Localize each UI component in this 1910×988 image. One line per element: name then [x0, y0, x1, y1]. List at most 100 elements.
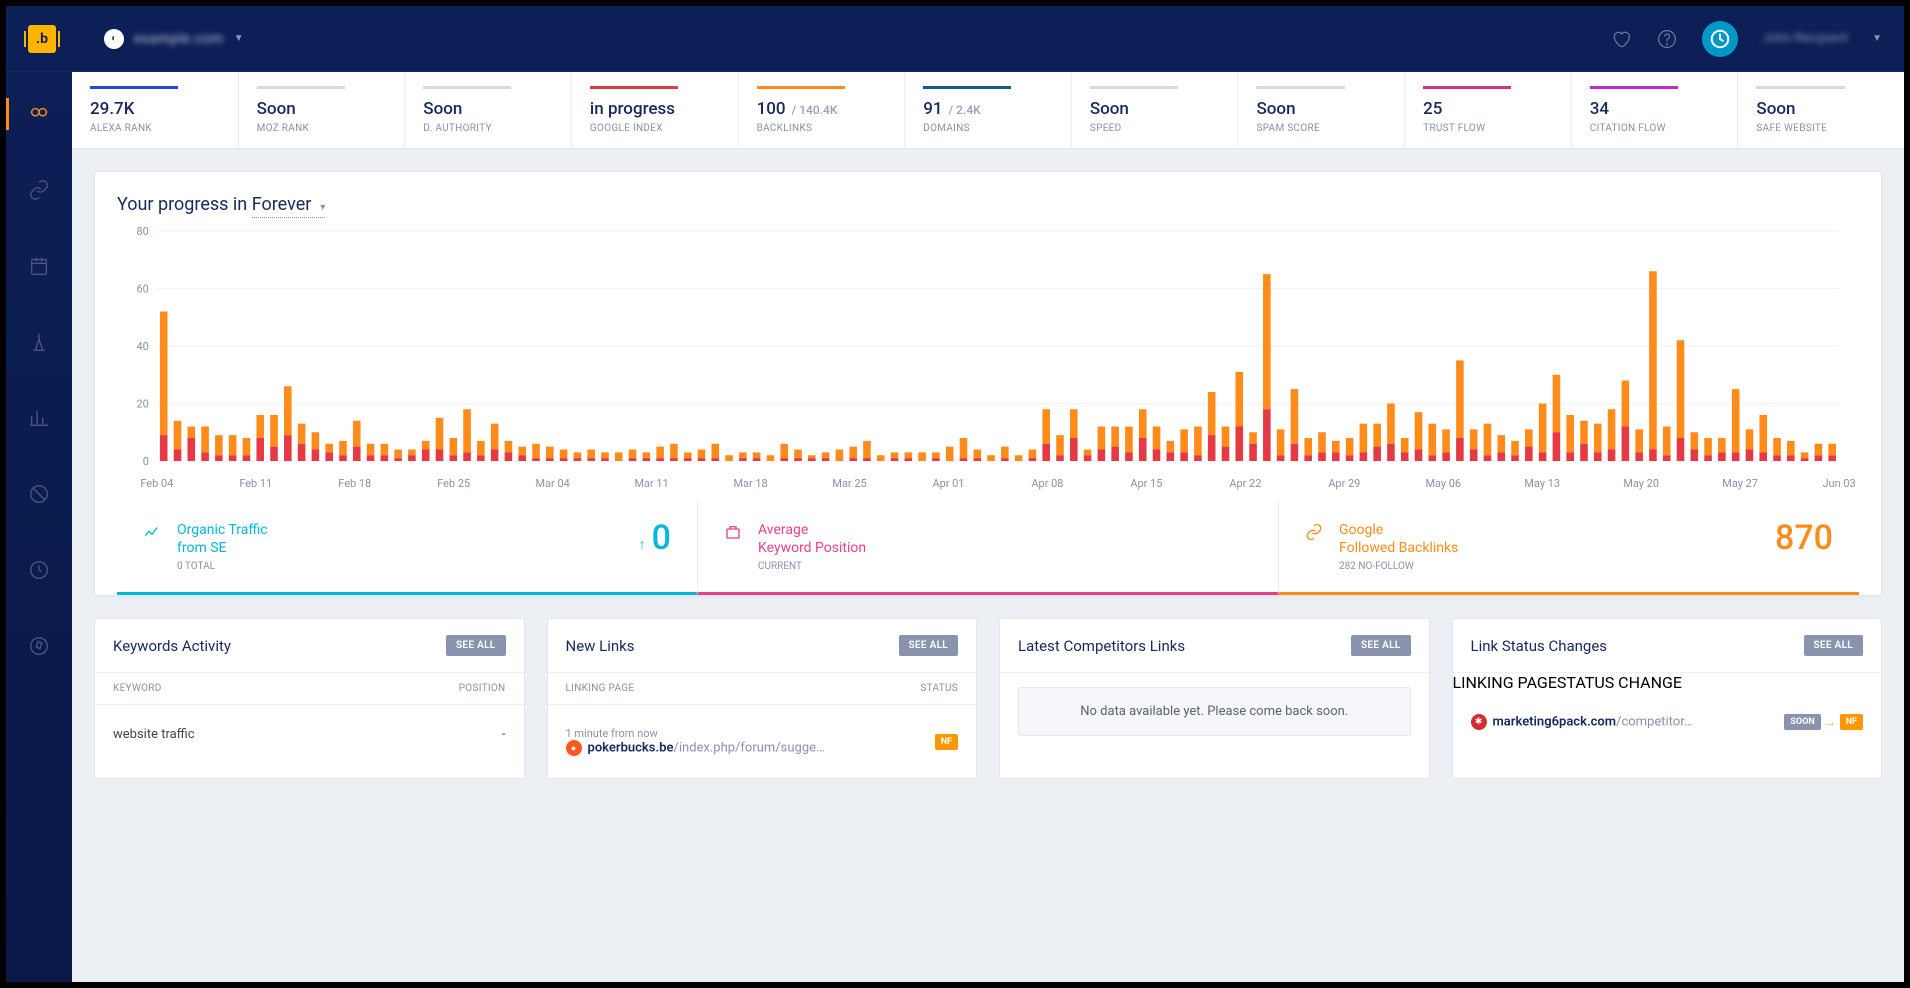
metric-bar: [257, 86, 345, 89]
progress-title-prefix: Your progress in: [117, 194, 252, 215]
sidebar-item-lab[interactable]: [6, 320, 72, 364]
svg-text:Apr 22: Apr 22: [1229, 477, 1261, 490]
status-row[interactable]: ✱marketing6pack.com/competitor… SOON → N…: [1471, 706, 1864, 738]
site-name: example.com: [134, 31, 224, 47]
svg-text:Mar 18: Mar 18: [733, 477, 767, 490]
metric-card[interactable]: 34 CITATION FLOW: [1572, 72, 1739, 148]
metric-card[interactable]: 100 / 140.4K BACKLINKS: [739, 72, 906, 148]
summary-icon: [143, 523, 163, 543]
keywords-card: Keywords Activity SEE ALL KEYWORDPOSITIO…: [94, 618, 525, 779]
see-all-button[interactable]: SEE ALL: [899, 635, 958, 656]
logo[interactable]: .b: [28, 25, 56, 53]
link-favicon: ●: [566, 740, 582, 756]
summary-icon: [1305, 523, 1325, 543]
svg-text:Jun 03: Jun 03: [1823, 477, 1856, 490]
metric-bar: [90, 86, 178, 89]
metric-card[interactable]: Soon SAFE WEBSITE: [1738, 72, 1904, 148]
sidebar-item-history[interactable]: [6, 548, 72, 592]
summary-title: Organic Trafficfrom SE: [177, 521, 268, 557]
metric-value: 34: [1590, 99, 1720, 119]
col-status: STATUS: [920, 683, 958, 694]
link-favicon: ✱: [1471, 714, 1487, 730]
summary-orange[interactable]: GoogleFollowed Backlinks 282 NO-FOLLOW 8…: [1279, 501, 1859, 595]
metric-bar: [757, 86, 845, 89]
summary-cyan[interactable]: Organic Trafficfrom SE 0 TOTAL ↑0: [117, 501, 698, 595]
metric-bar: [923, 86, 1011, 89]
card-title: New Links: [566, 637, 635, 655]
site-selector[interactable]: ◐ example.com ▼: [104, 29, 244, 49]
main-content: 29.7K ALEXA RANK Soon MOZ RANK Soon D. A…: [72, 72, 1904, 982]
summary-row: Organic Trafficfrom SE 0 TOTAL ↑0 Averag…: [117, 501, 1859, 595]
site-dot-icon: ◐: [104, 29, 124, 49]
metric-label: ALEXA RANK: [90, 123, 220, 134]
metric-card[interactable]: Soon SPAM SCORE: [1238, 72, 1405, 148]
metric-bar: [423, 86, 511, 89]
sidebar-item-explore[interactable]: [6, 624, 72, 668]
newlinks-card: New Links SEE ALL LINKING PAGE STATUS 1 m…: [547, 618, 978, 779]
metric-bar: [1423, 86, 1511, 89]
sidebar-item-dashboard[interactable]: [6, 92, 72, 136]
favorite-icon[interactable]: [1610, 28, 1632, 50]
svg-text:Apr 15: Apr 15: [1130, 477, 1162, 490]
sidebar-item-stats[interactable]: [6, 396, 72, 440]
metric-value: 25: [1423, 99, 1553, 119]
chevron-down-icon: ▾: [320, 202, 325, 213]
metric-value: in progress: [590, 99, 720, 119]
card-title: Link Status Changes: [1471, 637, 1608, 655]
metric-card[interactable]: 25 TRUST FLOW: [1405, 72, 1572, 148]
svg-text:40: 40: [137, 340, 149, 353]
user-avatar[interactable]: [1702, 21, 1738, 57]
metric-label: GOOGLE INDEX: [590, 123, 720, 134]
svg-text:Feb 25: Feb 25: [437, 477, 470, 490]
metric-label: TRUST FLOW: [1423, 123, 1553, 134]
link-path: /competitor…: [1616, 715, 1692, 730]
summary-value: ↑0: [639, 521, 671, 555]
summary-sub: CURRENT: [758, 561, 866, 572]
link-row[interactable]: 1 minute from now ●pokerbucks.be/index.p…: [566, 719, 959, 764]
metric-card[interactable]: Soon D. AUTHORITY: [405, 72, 572, 148]
svg-text:Apr 08: Apr 08: [1031, 477, 1063, 490]
user-chevron-icon[interactable]: ▼: [1872, 33, 1882, 44]
competitors-card: Latest Competitors Links SEE ALL No data…: [999, 618, 1430, 779]
metric-label: SPEED: [1090, 123, 1220, 134]
sidebar-item-calendar[interactable]: [6, 244, 72, 288]
summary-title: AverageKeyword Position: [758, 521, 866, 557]
progress-panel: Your progress in Forever ▾ 020406080Feb …: [94, 171, 1882, 596]
sidebar-item-links[interactable]: [6, 168, 72, 212]
svg-text:0: 0: [143, 455, 149, 468]
metric-card[interactable]: in progress GOOGLE INDEX: [572, 72, 739, 148]
keyword-row[interactable]: website traffic -: [113, 719, 506, 750]
svg-text:Apr 29: Apr 29: [1328, 477, 1360, 490]
help-icon[interactable]: [1656, 28, 1678, 50]
svg-text:Apr 01: Apr 01: [932, 477, 964, 490]
metric-value: Soon: [1756, 99, 1886, 119]
svg-text:May 27: May 27: [1722, 477, 1758, 490]
topbar: .b ◐ example.com ▼ John Recipient ▼: [6, 6, 1904, 72]
metric-card[interactable]: 29.7K ALEXA RANK: [72, 72, 239, 148]
svg-text:20: 20: [137, 397, 149, 410]
metric-value: 100 / 140.4K: [757, 99, 887, 119]
summary-pink[interactable]: AverageKeyword Position CURRENT: [698, 501, 1279, 595]
summary-value: 870: [1775, 521, 1833, 555]
svg-text:Feb 04: Feb 04: [140, 477, 173, 490]
summary-sub: 0 TOTAL: [177, 561, 268, 572]
svg-text:Feb 11: Feb 11: [239, 477, 272, 490]
metric-value: 91 / 2.4K: [923, 99, 1053, 119]
metric-card[interactable]: Soon SPEED: [1072, 72, 1239, 148]
see-all-button[interactable]: SEE ALL: [1351, 635, 1410, 656]
progress-title: Your progress in Forever ▾: [117, 194, 1859, 215]
sidebar-item-block[interactable]: [6, 472, 72, 516]
status-badge: SOON: [1784, 714, 1820, 730]
see-all-button[interactable]: SEE ALL: [446, 635, 505, 656]
keyword-text: website traffic: [113, 727, 195, 742]
progress-chart: 020406080Feb 04Feb 11Feb 18Feb 25Mar 04M…: [117, 221, 1859, 501]
svg-text:Mar 25: Mar 25: [832, 477, 866, 490]
link-domain: marketing6pack.com: [1493, 715, 1617, 730]
status-badge: NF: [935, 734, 958, 750]
see-all-button[interactable]: SEE ALL: [1804, 635, 1863, 656]
col-linkpage: LINKING PAGE: [566, 683, 635, 694]
summary-title: GoogleFollowed Backlinks: [1339, 521, 1458, 557]
period-selector[interactable]: Forever ▾: [252, 194, 326, 218]
metric-card[interactable]: Soon MOZ RANK: [239, 72, 406, 148]
metric-card[interactable]: 91 / 2.4K DOMAINS: [905, 72, 1072, 148]
